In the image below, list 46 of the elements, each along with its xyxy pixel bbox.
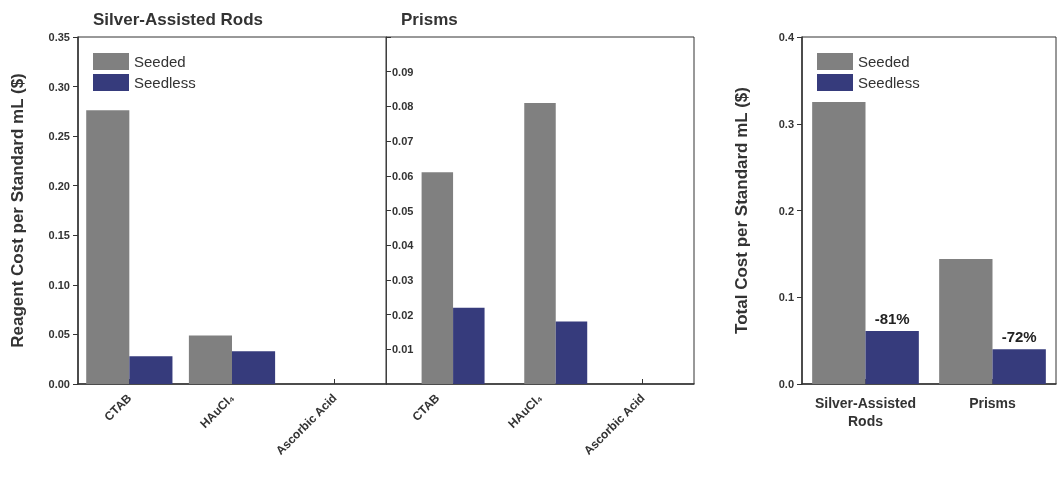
y-tick-label: 0.02 [392,308,414,321]
bar [129,356,173,384]
bar [421,172,454,384]
y-tick-label: 0.0 [778,378,794,390]
bar [812,102,866,384]
y-tick-label: 0.20 [48,179,70,192]
y-tick-label: 0.15 [48,229,70,242]
bar [865,331,919,384]
legend-label: Seeded [134,53,186,70]
y-tick-label: 0.30 [48,80,70,93]
bar [232,351,276,384]
y-tick-label: 0.05 [48,328,70,341]
y-axis-title: Total Cost per Standard mL ($) [732,87,751,334]
y-tick-label: 0.04 [392,239,415,252]
y-tick-label: 0.06 [392,169,414,182]
y-tick-label: 0.1 [778,291,794,304]
annotation: -72% [1001,328,1037,346]
y-tick-label: 0.25 [48,130,70,143]
bar [524,102,556,384]
bar [939,259,993,384]
y-tick-label: 0.05 [392,204,414,217]
chart-title: Prisms [401,10,458,29]
legend-label: Seeded [858,53,910,70]
y-tick-label: 0.01 [392,343,414,356]
bar [453,307,485,384]
y-tick-label: 0.00 [48,378,70,390]
legend-label: Seedless [134,74,196,91]
x-tick-label: Silver-Assisted Rods [814,395,917,429]
bar [188,335,232,384]
y-tick-label: 0.3 [778,117,794,130]
bar [86,110,130,384]
y-tick-label: 0.09 [392,65,414,78]
legend-label: Seedless [858,74,920,91]
y-axis-title: Reagent Cost per Standard mL ($) [8,73,27,348]
y-tick-label: 0.4 [778,31,795,43]
bar [992,349,1046,384]
annotation: -81% [874,310,910,328]
y-tick-label: 0.35 [48,31,70,43]
chart-title: Silver-Assisted Rods [93,10,264,29]
x-tick-label: Prisms [969,395,1017,411]
y-tick-label: 0.08 [392,100,414,113]
bar [555,321,588,384]
y-tick-label: 0.07 [392,135,414,148]
y-tick-label: 0.03 [392,273,414,286]
y-tick-label: 0.2 [778,204,794,217]
y-tick-label: 0.10 [48,278,70,291]
